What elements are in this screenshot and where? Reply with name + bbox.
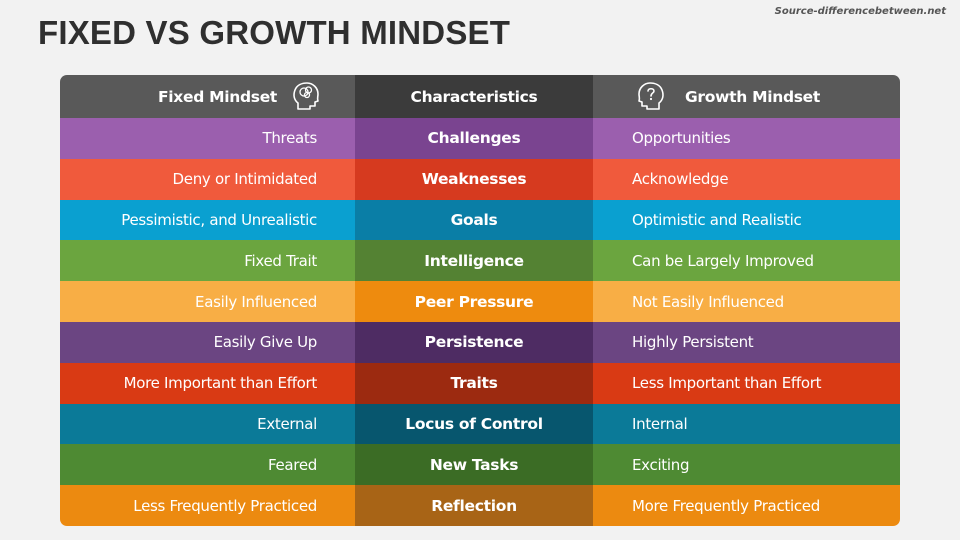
fixed-mindset-cell: Easily Give Up: [60, 321, 355, 363]
characteristic-cell: New Tasks: [355, 444, 593, 486]
characteristic-cell: Weaknesses: [355, 158, 593, 200]
table-row: Fixed Trait Intelligence Can be Largely Im…: [60, 240, 900, 282]
characteristic-cell: Peer Pressure: [355, 281, 593, 322]
table-row: Easily Give Up Persistence Highly Persiste…: [60, 321, 900, 363]
fixed-mindset-cell: Fixed Trait: [60, 240, 355, 282]
table-row: Pessimistic, and Unrealistic Goals Optimis…: [60, 199, 900, 241]
growth-mindset-cell: Highly Persistent: [593, 321, 900, 363]
head-question-icon: [638, 82, 664, 110]
table-row: Deny or Intimidated Weaknesses Acknowledge: [60, 158, 900, 200]
table-row: Feared New Tasks Exciting: [60, 444, 900, 486]
table-header: Fixed Mindset Characteristics Growth Min…: [60, 75, 900, 118]
characteristic-cell: Goals: [355, 199, 593, 241]
table-row: External Locus of Control Internal: [60, 403, 900, 445]
source-credit: Source-differencebetween.net: [774, 6, 946, 17]
fixed-mindset-cell: Threats: [60, 118, 355, 159]
table-row: Easily Influenced Peer Pressure Not Easily…: [60, 281, 900, 322]
fixed-mindset-cell: Less Frequently Practiced: [60, 485, 355, 526]
header-fixed-mindset: Fixed Mindset: [60, 75, 355, 118]
growth-mindset-cell: Can be Largely Improved: [593, 240, 900, 282]
growth-mindset-cell: Internal: [593, 403, 900, 445]
characteristic-cell: Challenges: [355, 118, 593, 159]
header-fixed-label: Fixed Mindset: [158, 87, 278, 106]
fixed-mindset-cell: Deny or Intimidated: [60, 158, 355, 200]
fixed-mindset-cell: External: [60, 403, 355, 445]
fixed-mindset-cell: Easily Influenced: [60, 281, 355, 322]
table-row: More Important than Effort Traits Less Imp…: [60, 362, 900, 404]
comparison-table: Fixed Mindset Characteristics Growth Min…: [60, 75, 900, 526]
head-thought-icon: [293, 82, 319, 110]
characteristic-cell: Reflection: [355, 485, 593, 526]
characteristic-cell: Intelligence: [355, 240, 593, 282]
table-body: Threats Challenges Opportunities Deny or In…: [60, 118, 900, 526]
fixed-mindset-cell: More Important than Effort: [60, 362, 355, 404]
characteristic-cell: Persistence: [355, 321, 593, 363]
growth-mindset-cell: Opportunities: [593, 118, 900, 159]
header-growth-label: Growth Mindset: [685, 87, 820, 106]
header-characteristics: Characteristics: [355, 75, 593, 118]
header-growth-mindset: Growth Mindset: [593, 75, 900, 118]
page-title: FIXED VS GROWTH MINDSET: [38, 14, 511, 51]
characteristic-cell: Traits: [355, 362, 593, 404]
growth-mindset-cell: Optimistic and Realistic: [593, 199, 900, 241]
fixed-mindset-cell: Pessimistic, and Unrealistic: [60, 199, 355, 241]
growth-mindset-cell: Less Important than Effort: [593, 362, 900, 404]
growth-mindset-cell: More Frequently Practiced: [593, 485, 900, 526]
growth-mindset-cell: Not Easily Influenced: [593, 281, 900, 322]
header-characteristics-label: Characteristics: [410, 87, 538, 106]
characteristic-cell: Locus of Control: [355, 403, 593, 445]
table-row: Threats Challenges Opportunities: [60, 118, 900, 159]
fixed-mindset-cell: Feared: [60, 444, 355, 486]
growth-mindset-cell: Exciting: [593, 444, 900, 486]
table-row: Less Frequently Practiced Reflection More …: [60, 485, 900, 526]
growth-mindset-cell: Acknowledge: [593, 158, 900, 200]
